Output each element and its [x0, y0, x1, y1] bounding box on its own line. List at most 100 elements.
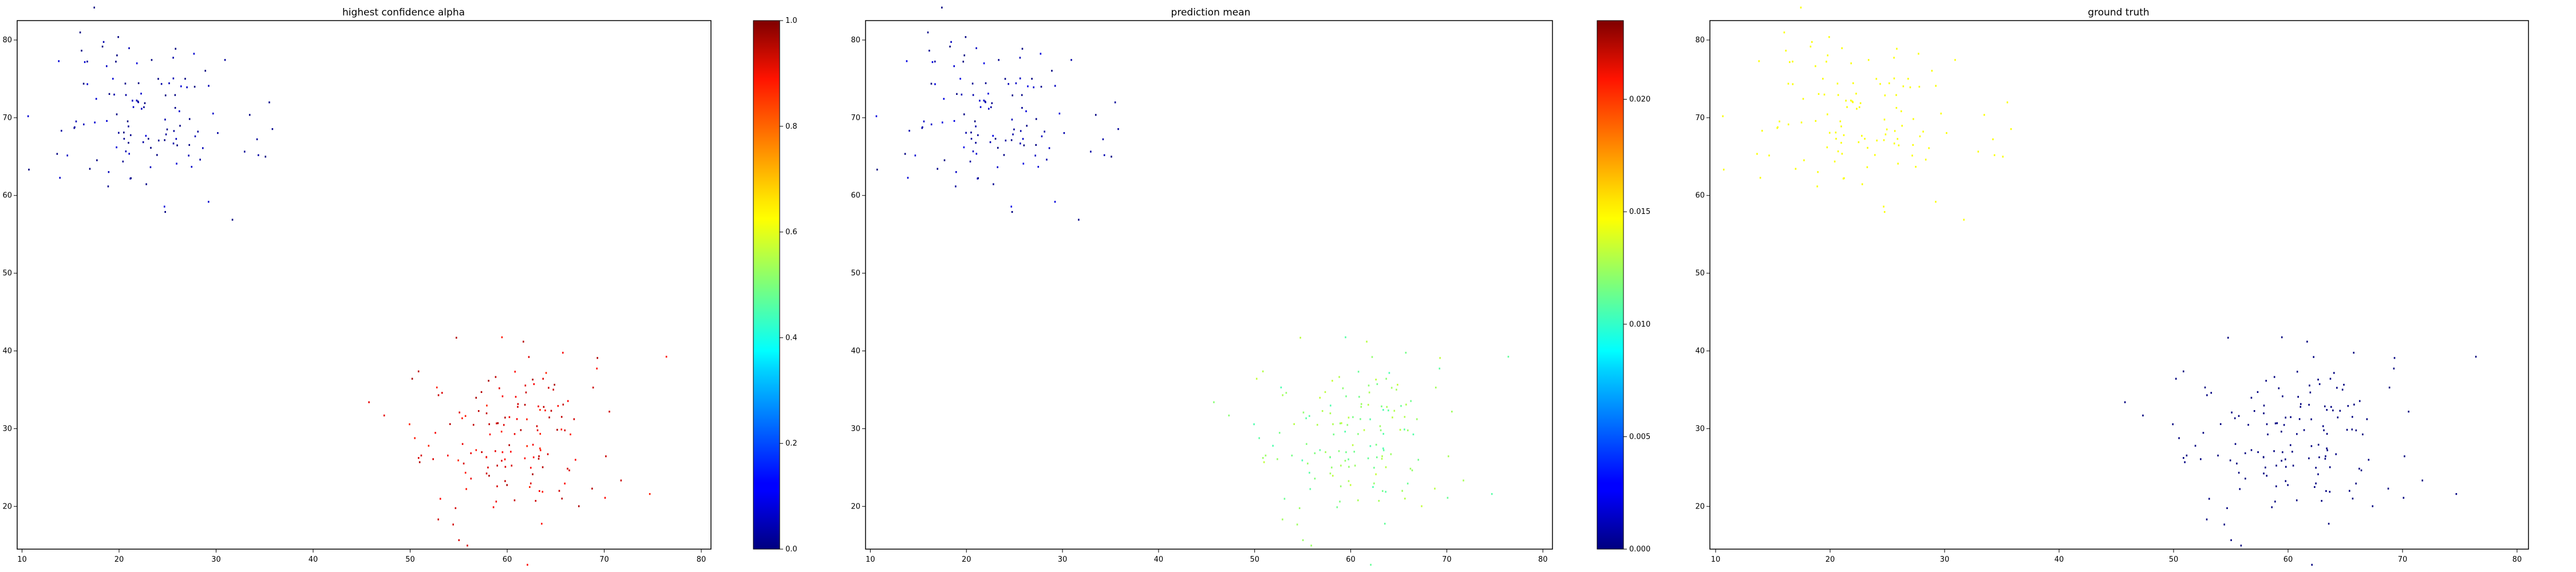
scatter-point: [2284, 458, 2286, 460]
scatter-point: [2335, 453, 2337, 455]
scatter-point: [929, 49, 930, 52]
scatter-point: [535, 500, 537, 502]
scatter-point: [979, 106, 982, 108]
scatter-point: [1283, 498, 1286, 500]
scatter-point: [82, 123, 85, 126]
x-tick-label: 20: [962, 555, 971, 564]
scatter-point: [28, 168, 30, 171]
y-tick-label: 40: [1695, 347, 1705, 356]
scatter-point: [2253, 410, 2255, 412]
scatter-point: [197, 130, 199, 133]
scatter-point: [1992, 138, 1994, 141]
scatter-point: [1021, 47, 1024, 50]
scatter-point: [2388, 386, 2391, 389]
scatter-point: [997, 146, 999, 149]
scatter-point: [2244, 452, 2246, 454]
scatter-point: [1302, 539, 1304, 541]
scatter-point: [84, 61, 86, 63]
scatter-point: [137, 100, 139, 102]
scatter-point: [124, 82, 127, 85]
scatter-point: [1360, 403, 1362, 405]
scatter-point: [1993, 154, 1996, 156]
scatter-point: [931, 61, 934, 63]
scatter-point: [517, 403, 519, 405]
points-ground-truth: [1722, 6, 2477, 566]
scatter-point: [943, 159, 946, 161]
scatter-point: [2326, 449, 2329, 451]
scatter-point: [532, 379, 534, 381]
scatter-point: [128, 153, 131, 155]
scatter-point: [543, 406, 545, 408]
scatter-point: [547, 453, 549, 455]
scatter-point: [2325, 455, 2326, 458]
scatter-point: [1785, 49, 1787, 52]
scatter-point: [2326, 447, 2328, 450]
scatter-point: [1375, 473, 1377, 475]
scatter-point: [567, 400, 569, 402]
scatter-point: [1360, 418, 1361, 420]
scatter-point: [1399, 428, 1401, 431]
scatter-point: [486, 404, 488, 407]
scatter-point: [1019, 57, 1021, 59]
scatter-point: [562, 403, 564, 406]
scatter-point: [116, 54, 118, 57]
scatter-point: [1090, 150, 1092, 153]
scatter-point: [1789, 61, 1791, 63]
scatter-point: [1309, 488, 1311, 490]
scatter-point: [127, 120, 129, 122]
y-tick-label: 30: [851, 424, 860, 433]
scatter-point: [151, 59, 153, 61]
scatter-point: [1020, 130, 1022, 132]
scatter-point: [1381, 458, 1383, 460]
scatter-point: [2271, 506, 2273, 509]
scatter-point: [1837, 150, 1839, 153]
scatter-point: [2250, 449, 2253, 451]
panel-ground-truth: ground truth 10 20 30 40 50 60 70 80 20 30 40 50 60…: [1695, 6, 2529, 566]
scatter-point: [102, 41, 105, 43]
scatter-point: [1013, 128, 1015, 130]
scatter-point: [2266, 475, 2268, 477]
scatter-point: [89, 168, 91, 170]
scatter-point: [1048, 147, 1050, 149]
colorbar-tick-label: 0.6: [785, 228, 797, 237]
scatter-point: [908, 129, 910, 132]
scatter-point: [1026, 125, 1028, 127]
scatter-point: [564, 429, 566, 431]
scatter-point: [941, 121, 943, 124]
scatter-point: [112, 78, 114, 80]
scatter-point: [2297, 396, 2299, 398]
scatter-point: [1344, 459, 1346, 462]
scatter-point: [1336, 506, 1338, 509]
scatter-point: [542, 491, 544, 493]
scatter-point: [1010, 139, 1013, 141]
scatter-point: [1345, 395, 1347, 398]
scatter-point: [1823, 93, 1826, 96]
scatter-point: [2202, 432, 2204, 434]
scatter-point: [461, 443, 464, 445]
scatter-point: [1451, 410, 1453, 413]
scatter-point: [527, 563, 528, 566]
scatter-point: [1020, 142, 1021, 145]
scatter-point: [176, 144, 178, 146]
scatter-point: [2421, 479, 2423, 482]
scatter-point: [1385, 466, 1387, 468]
scatter-point: [2274, 422, 2277, 424]
scatter-point: [212, 112, 214, 115]
scatter-point: [1342, 387, 1344, 390]
scatter-point: [972, 150, 974, 153]
scatter-point: [2351, 428, 2353, 431]
scatter-point: [2310, 445, 2313, 447]
scatter-point: [1332, 475, 1334, 477]
scatter-point: [2310, 418, 2312, 420]
scatter-point: [2229, 459, 2231, 462]
scatter-point: [1357, 499, 1359, 502]
scatter-point: [1386, 406, 1388, 408]
scatter-point: [1329, 412, 1332, 415]
scatter-point: [609, 410, 610, 413]
scatter-point: [907, 177, 909, 179]
scatter-point: [1894, 130, 1896, 132]
scatter-point: [2267, 433, 2269, 436]
scatter-point: [1046, 158, 1048, 161]
x-tick-label: 20: [1826, 555, 1835, 564]
scatter-point: [142, 141, 144, 144]
